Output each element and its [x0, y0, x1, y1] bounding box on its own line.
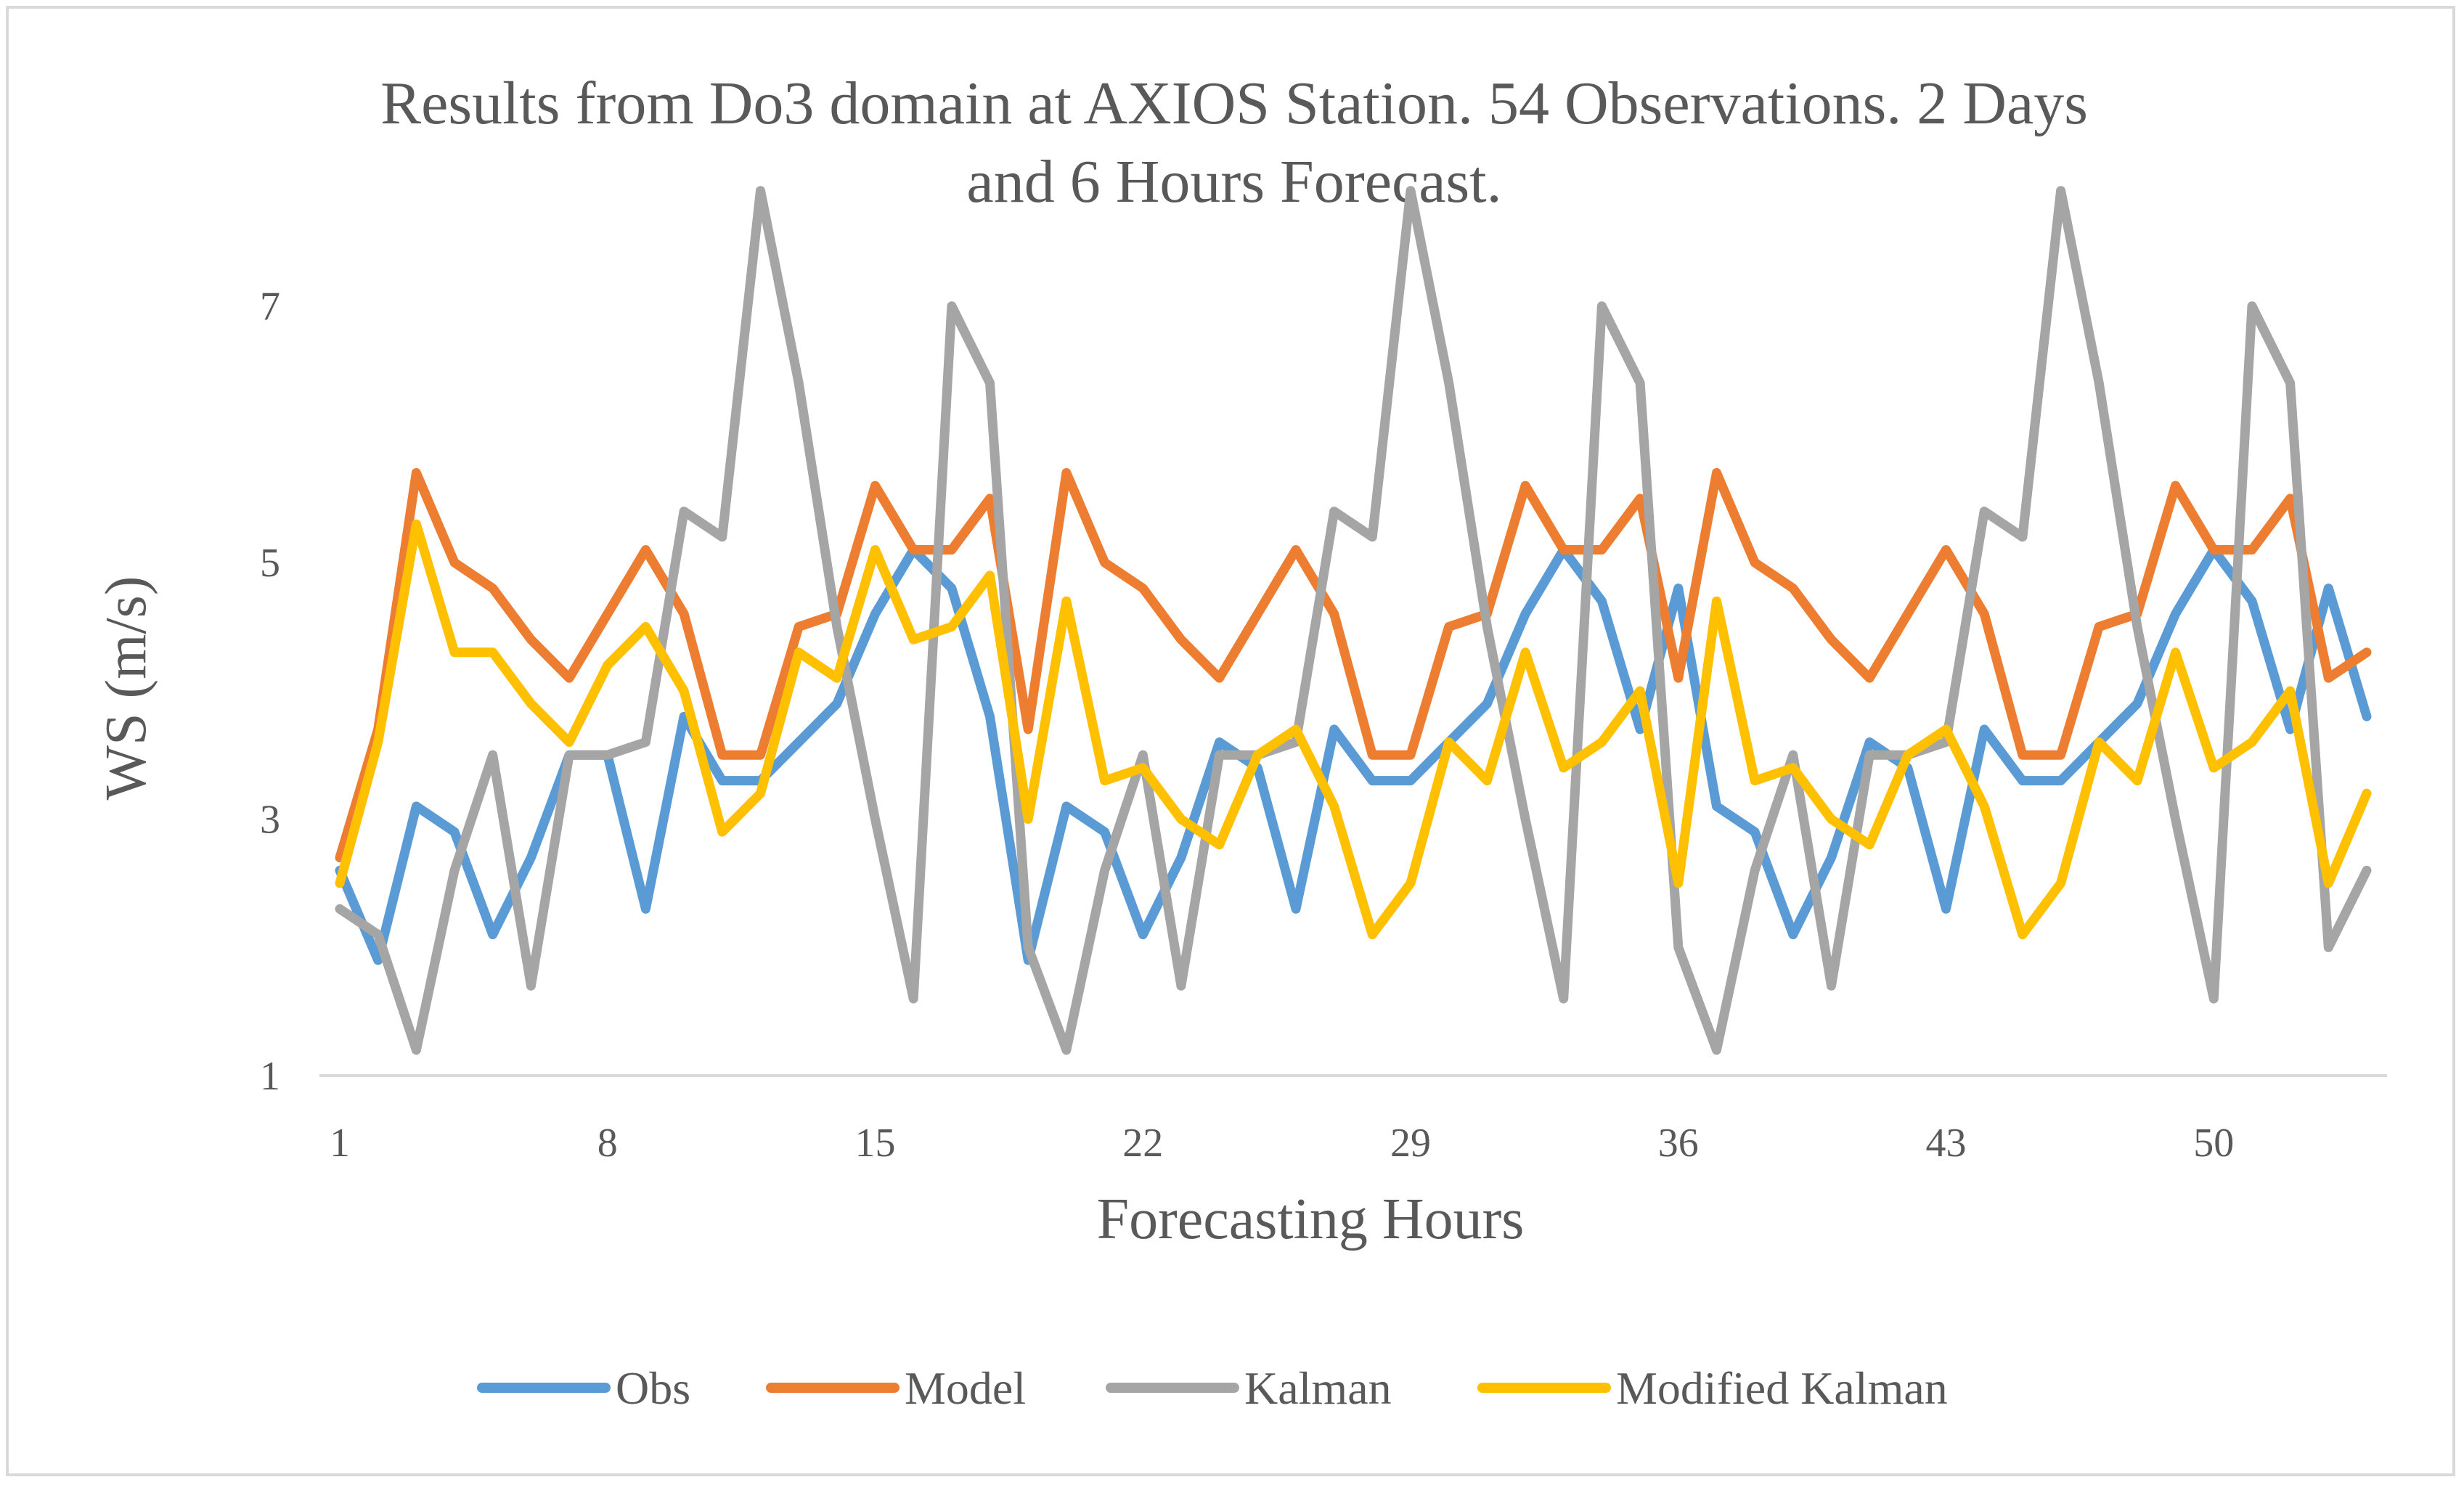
x-tick-label: 8 [597, 1121, 618, 1166]
chart-title-line-2: and 6 Hours Forecast. [966, 148, 1501, 216]
series-layer [335, 186, 2372, 1055]
y-tick-label: 5 [260, 541, 280, 586]
series-line-kalman [335, 186, 2372, 1055]
legend-label-kalman: Kalman [1244, 1362, 1392, 1414]
series-line-model [335, 467, 2372, 863]
x-tick-label: 1 [330, 1121, 350, 1166]
legend: Obs Model Kalman Modified Kalman [477, 1362, 1948, 1414]
x-tick-label: 50 [2193, 1121, 2234, 1166]
legend-label-modified-kalman: Modified Kalman [1616, 1362, 1948, 1414]
series-line-obs [335, 545, 2372, 965]
chart-title-line-1: Results from Do3 domain at AXIOS Station… [380, 70, 2088, 137]
legend-label-model: Model [905, 1362, 1026, 1414]
x-tick-label: 15 [855, 1121, 896, 1166]
x-tick-label: 43 [1926, 1121, 1967, 1166]
series-line-modified-kalman [335, 519, 2372, 940]
x-tick-label: 22 [1122, 1121, 1163, 1166]
x-tick-label: 29 [1390, 1121, 1431, 1166]
y-tick-label: 7 [260, 285, 280, 330]
y-tick-label: 3 [260, 798, 280, 843]
x-axis-ticks: 1 8 15 22 29 36 43 50 [330, 1121, 2234, 1166]
y-axis-ticks: 1 3 5 7 [260, 285, 280, 1099]
chart-frame [6, 6, 2455, 1476]
legend-label-obs: Obs [616, 1362, 690, 1414]
x-tick-label: 36 [1658, 1121, 1699, 1166]
y-tick-label: 1 [260, 1054, 280, 1099]
x-axis-title: Forecasting Hours [1097, 1187, 1525, 1251]
y-axis-title: WS (m/s) [94, 576, 158, 801]
